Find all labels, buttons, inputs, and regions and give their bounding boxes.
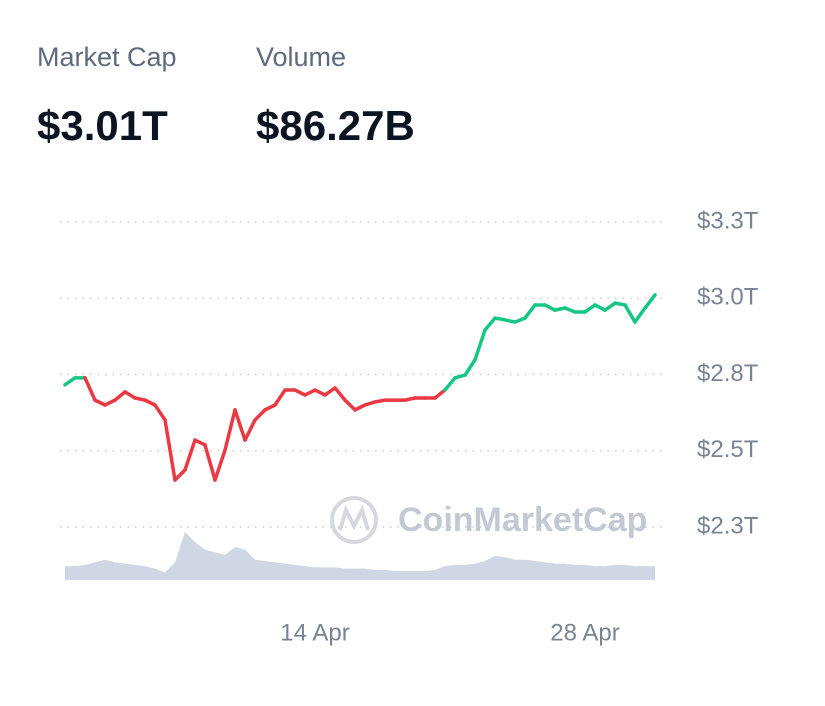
line-segment [203,443,217,482]
watermark-logo [330,496,378,544]
line-segment [293,388,307,397]
line-segment [233,408,247,442]
line-segment [193,438,207,447]
line-segment [313,388,327,397]
line-segment [273,388,287,407]
line-segment [103,398,117,407]
line-segment [643,293,657,310]
y-tick-label: $3.3T [697,207,759,234]
line-segment [83,376,97,402]
line-segment [583,303,597,314]
line-segment [303,388,317,397]
line-segment [473,328,487,362]
x-tick-label: 28 Apr [550,619,619,646]
line-segment [463,358,477,377]
line-segment [443,376,457,392]
y-tick-label: $2.8T [697,360,759,387]
line-segment [633,306,647,324]
line-segment [323,386,337,397]
line-segment [163,418,177,482]
stat-value: $3.01T [37,102,168,149]
volume-area [65,532,655,580]
line-segment [153,403,167,422]
line-segment [623,303,637,324]
line-segment [113,390,127,402]
line-segment [243,418,257,442]
line-segment [173,468,187,482]
y-tick-label: $3.0T [697,284,759,311]
stat-label: Market Cap [37,42,177,72]
line-segment [523,303,537,320]
line-segment [603,301,617,312]
line-segment [593,303,607,312]
line-segment [123,390,137,400]
line-segment [483,316,497,332]
line-segment [183,438,197,472]
line-segment [563,306,577,314]
line-segment [213,448,227,482]
stat-value: $86.27B [256,102,415,149]
line-segment [253,408,267,422]
line-segment [333,386,347,402]
line-segment [263,403,277,412]
y-tick-label: $2.3T [697,512,759,539]
line-segment [223,408,237,452]
line-segment [63,376,77,387]
line-segment [543,303,557,312]
y-tick-label: $2.5T [697,436,759,463]
watermark: CoinMarketCap [398,501,647,539]
line-segment [433,388,447,400]
line-segment [93,398,107,407]
line-segment [353,403,367,412]
line-segment [343,398,357,412]
line-segment [513,316,527,324]
x-tick-label: 14 Apr [280,619,349,646]
stat-label: Volume [256,42,346,72]
line-segment [143,398,157,407]
